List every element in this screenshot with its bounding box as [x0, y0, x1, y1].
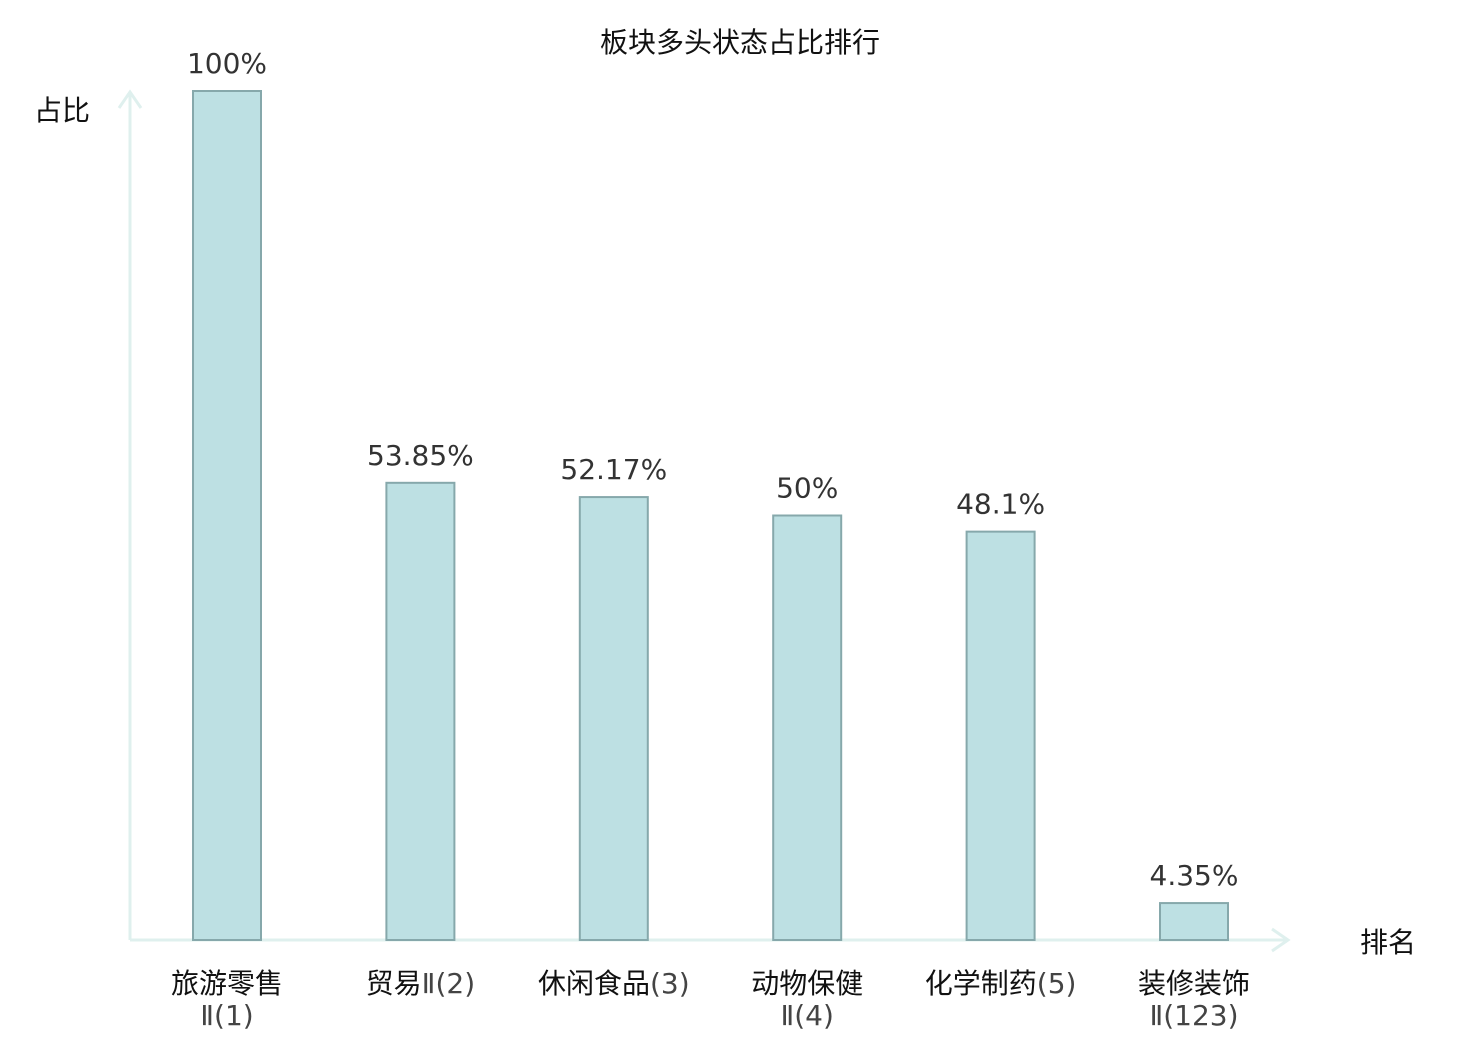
- bar-1: [192, 90, 262, 941]
- bar-3: [578, 496, 649, 941]
- bar-4: [772, 514, 843, 941]
- y-axis: [117, 89, 143, 940]
- data-label-2: 53.85%: [367, 439, 474, 472]
- category-label-2: 贸易Ⅱ(2): [366, 967, 475, 1000]
- category-rank-1: Ⅱ(1): [200, 999, 253, 1032]
- bars-group: 100% Ⅱ(1)旅游零售 53.85% 贸易Ⅱ(2) 52.17% 休闲食品(3) 50%…: [171, 47, 1250, 1032]
- category-label-5: 化学制药(5): [925, 967, 1077, 1000]
- bar-6: [1159, 902, 1229, 941]
- x-axis-label: 排名: [1360, 926, 1416, 959]
- data-label-1: 100%: [187, 47, 267, 80]
- category-label-3: 休闲食品(3): [538, 967, 690, 1000]
- category-rank-4: Ⅱ(4): [780, 999, 833, 1032]
- data-label-4: 50%: [776, 472, 838, 505]
- category-label-4: 动物保健: [751, 967, 863, 1000]
- category-rank-6: Ⅱ(123): [1149, 999, 1238, 1032]
- data-label-5: 48.1%: [956, 488, 1045, 521]
- category-label-1: 旅游零售: [171, 967, 283, 1000]
- y-axis-label: 占比: [34, 94, 90, 127]
- bar-2: [385, 481, 456, 941]
- bar-5: [965, 530, 1036, 941]
- category-label-6: 装修装饰: [1138, 967, 1250, 1000]
- data-label-3: 52.17%: [560, 453, 667, 486]
- chart-title: 板块多头状态占比排行: [600, 26, 880, 59]
- x-axis: [130, 927, 1291, 953]
- data-label-6: 4.35%: [1150, 859, 1239, 892]
